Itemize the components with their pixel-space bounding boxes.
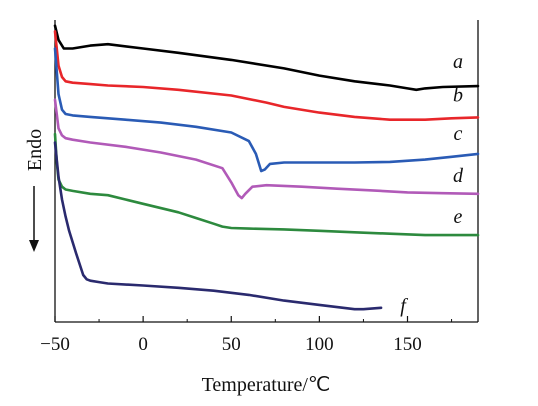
series-line-c [53,47,480,173]
series-line-e [53,132,480,237]
series-line-d [53,98,480,200]
series-line-a [53,24,480,92]
down-arrow-icon [29,240,39,252]
series-label-b: b [453,84,463,106]
x-tick-label: 150 [393,334,422,355]
series-label-f: f [400,295,408,317]
series-label-e: e [454,206,463,228]
x-tick-label: −50 [40,334,70,355]
series-line-f [53,141,383,311]
x-ticks: −50 0 50 100 150 [40,316,453,355]
x-axis-label: Temperature/℃ [202,374,331,396]
series-label-d: d [453,165,464,187]
y-axis-label: Endo [24,129,46,171]
x-tick-label: 50 [222,334,241,355]
series-label-a: a [453,51,463,73]
series-label-c: c [454,123,463,145]
x-tick-label: 100 [305,334,334,355]
y-axis-label-group: Endo [24,129,46,252]
series-layer [53,24,480,311]
x-tick-label: 0 [138,334,148,355]
series-line-b [53,30,480,121]
